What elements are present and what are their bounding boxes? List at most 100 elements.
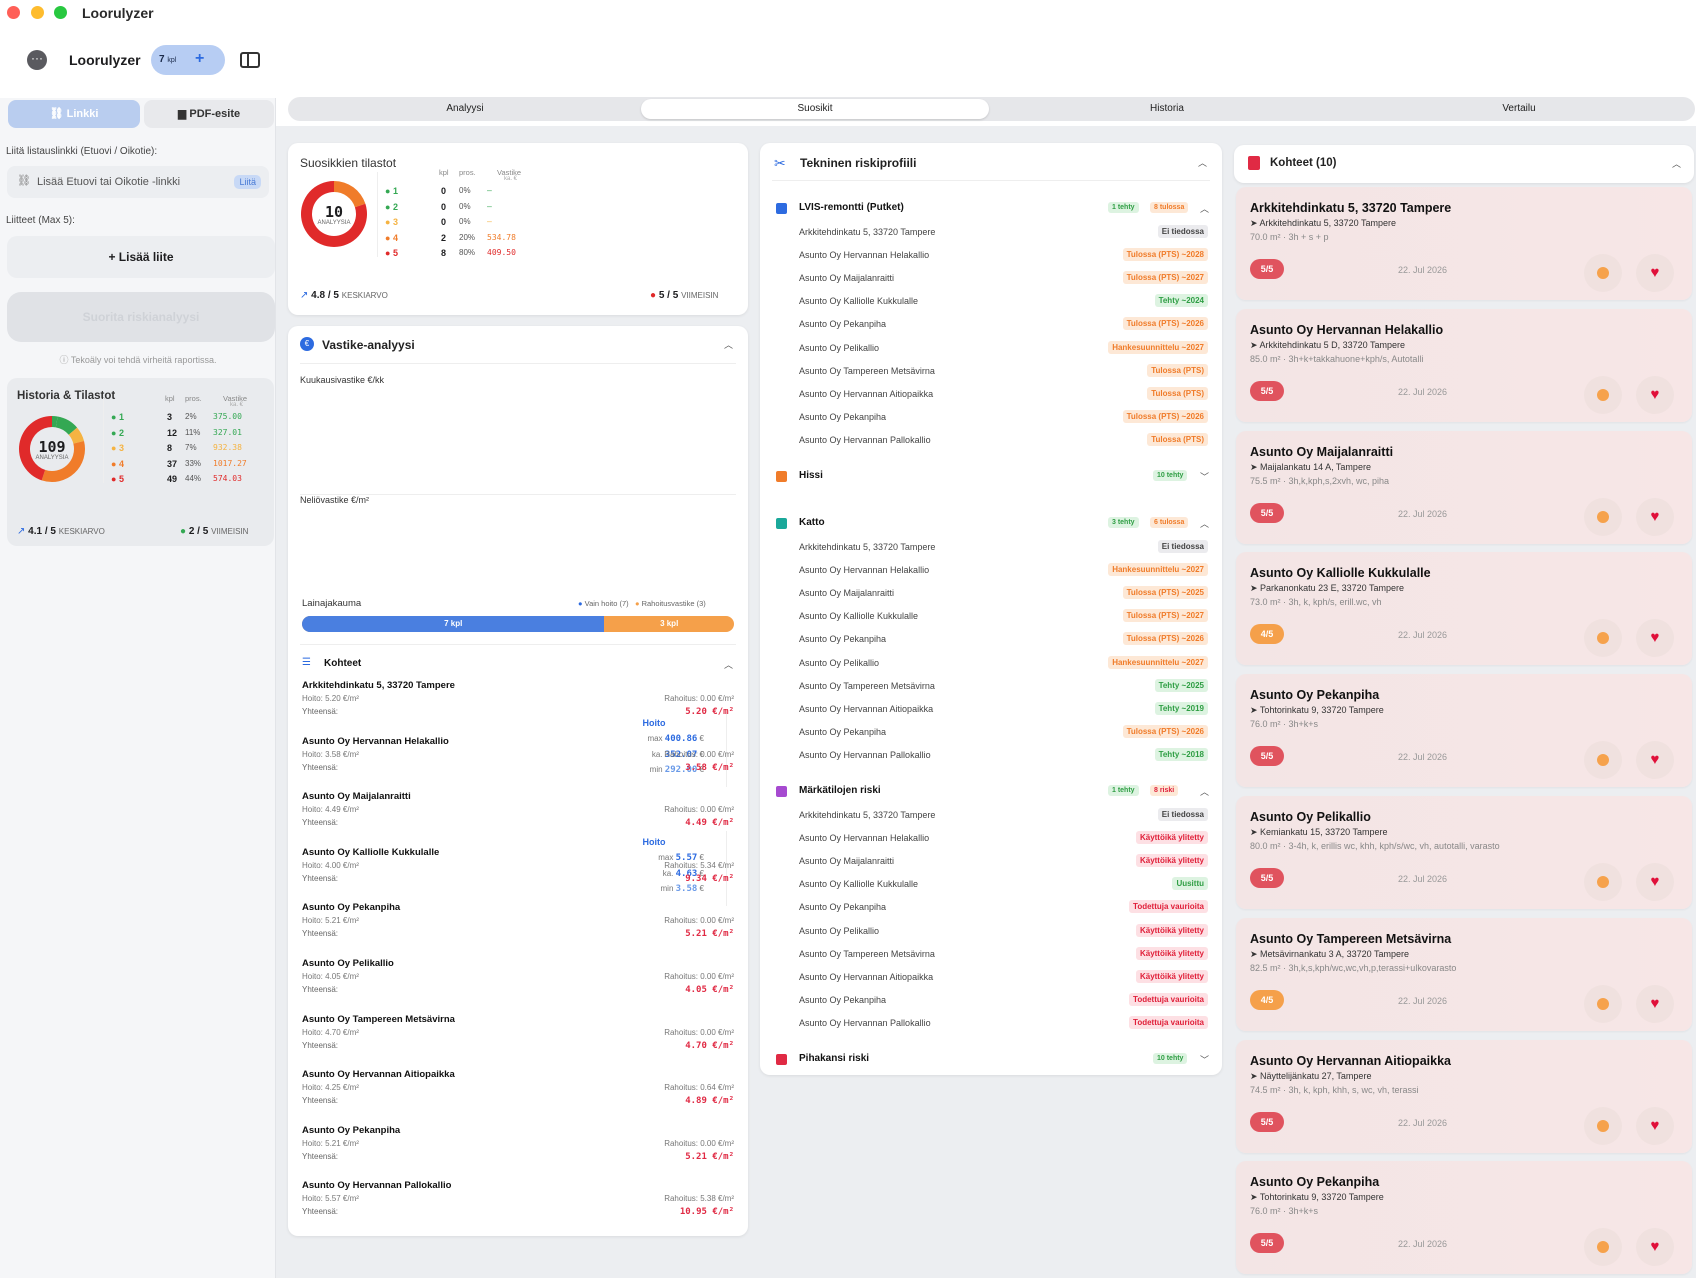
item-name: Asunto Oy Pekanpiha [302, 1124, 401, 1136]
compare-button[interactable] [1584, 1106, 1622, 1145]
column-header-hoito: Hoito [642, 837, 666, 847]
chevron-up-icon[interactable]: ︿ [1198, 158, 1208, 168]
favorite-heart-icon[interactable]: ♥ [1636, 1106, 1674, 1145]
risk-section-title[interactable]: LVIS-remontti (Putket) [799, 202, 904, 213]
grade-percent: 2% [185, 412, 197, 421]
favorite-heart-icon[interactable]: ♥ [1636, 497, 1674, 536]
grade-vastike: – [487, 201, 492, 211]
analysis-count-pill[interactable]: 7 kpl + [151, 45, 225, 75]
favorite-heart-icon[interactable]: ♥ [1636, 375, 1674, 414]
favorite-heart-icon[interactable]: ♥ [1636, 863, 1674, 901]
chevron-up-icon[interactable]: ︿ [1200, 519, 1210, 529]
chevron-down-icon[interactable]: ﹀ [1200, 1055, 1210, 1065]
property-card[interactable]: Asunto Oy Hervannan Helakallio ➤ Arkkiteh… [1236, 308, 1692, 422]
close-window-button[interactable] [7, 6, 20, 19]
legend-dot-icon: ● [634, 599, 642, 608]
property-card[interactable]: Asunto Oy Pekanpiha ➤ Tohtorinkatu 9, 337… [1236, 1161, 1692, 1275]
favorite-heart-icon[interactable]: ♥ [1636, 984, 1674, 1023]
list-item: Asunto Oy Hervannan Aitiopaikka Hoito: 4.… [302, 1069, 734, 1119]
link-tab[interactable]: ⛓ Linkki [8, 100, 140, 128]
zoom-window-button[interactable] [54, 6, 67, 19]
stats-last-label: VIIMEISIN [681, 291, 719, 300]
item-name: Asunto Oy Tampereen Metsävirna [302, 1013, 455, 1025]
item-total-label: Yhteensä: [302, 707, 339, 716]
property-card[interactable]: Arkkitehdinkatu 5, 33720 Tampere ➤ Arkkit… [1236, 187, 1692, 300]
stat-label: min [649, 765, 663, 774]
item-name: Asunto Oy Kalliolle Kukkulalle [302, 846, 440, 858]
compare-button[interactable] [1584, 1228, 1622, 1267]
risk-status-badge: Tulossa (PTS) ~2027 [1122, 271, 1208, 285]
more-icon[interactable]: ··· [27, 50, 47, 70]
stat-label: ka. [662, 868, 674, 878]
property-address: ➤ Tohtorinkatu 9, 33720 Tampere [1250, 1192, 1384, 1203]
location-arrow-icon: ➤ [1250, 218, 1260, 228]
favorite-heart-icon[interactable]: ♥ [1636, 619, 1674, 658]
chevron-up-icon[interactable]: ︿ [724, 340, 734, 350]
chevron-up-icon[interactable]: ︿ [1200, 204, 1210, 214]
risk-row-name: Asunto Oy Tampereen Metsävirna [799, 365, 935, 376]
item-total-label: Yhteensä: [302, 1040, 339, 1050]
item-rahoitus: Rahoitus: 0.00 €/m² [664, 1138, 734, 1148]
grade-label: 2 [119, 427, 125, 438]
favorite-heart-icon[interactable]: ♥ [1636, 741, 1674, 780]
stats-avg-value: 4.8 / 5 [311, 290, 339, 301]
risk-status-badge: Tulossa (PTS) ~2028 [1122, 248, 1208, 262]
favorite-heart-icon[interactable]: ♥ [1636, 254, 1674, 292]
history-avg: ↗ 4.1 / 5 KESKIARVO [17, 526, 105, 537]
property-address: ➤ Maijalankatu 14 A, Tampere [1250, 462, 1371, 473]
property-card[interactable]: Asunto Oy Pelikallio ➤ Kemiankatu 15, 337… [1236, 796, 1692, 909]
risk-section-title[interactable]: Pihakansi riski [799, 1053, 870, 1064]
run-analysis-button[interactable]: Suorita riskianalyysi [7, 292, 275, 342]
minimize-window-button[interactable] [31, 6, 44, 19]
score-badge: 5/5 [1250, 502, 1284, 523]
pdf-tab[interactable]: ▆ PDF-esite [144, 100, 274, 128]
grade-dot-icon: ● [111, 474, 117, 484]
tab-vertailu[interactable]: Vertailu [1502, 103, 1536, 114]
risk-status-badge: Tulossa (PTS) [1147, 432, 1208, 446]
risk-row-name: Asunto Oy Pekanpiha [799, 411, 887, 422]
divider [103, 398, 104, 483]
compare-button[interactable] [1584, 254, 1622, 292]
compare-button[interactable] [1584, 497, 1622, 536]
add-attachment-button[interactable]: + Lisää liite [7, 236, 275, 278]
grade-percent: 7% [185, 443, 197, 452]
risk-section-title[interactable]: Märkätilojen riski [799, 785, 881, 796]
favorite-heart-icon[interactable]: ♥ [1636, 1228, 1674, 1267]
chevron-up-icon[interactable]: ︿ [724, 660, 734, 670]
risk-section-title[interactable]: Hissi [799, 470, 823, 481]
sidebar-toggle-icon[interactable] [240, 52, 260, 68]
divider [300, 644, 736, 645]
donut-slice-1 [52, 416, 58, 428]
chevron-down-icon[interactable]: ﹀ [1200, 472, 1210, 482]
risk-row-name: Asunto Oy Maijalanraitti [799, 588, 895, 599]
property-card[interactable]: Asunto Oy Maijalanraitti ➤ Maijalankatu 1… [1236, 430, 1692, 544]
plus-icon[interactable]: + [195, 50, 205, 67]
tab-analyysi[interactable]: Analyysi [446, 103, 484, 114]
compare-button[interactable] [1584, 741, 1622, 780]
compare-button[interactable] [1584, 375, 1622, 414]
tab-historia[interactable]: Historia [1150, 103, 1184, 114]
status-dot-icon: ● [180, 526, 189, 537]
property-card[interactable]: Asunto Oy Pekanpiha ➤ Tohtorinkatu 9, 337… [1236, 674, 1692, 788]
grade-label: 5 [119, 474, 125, 484]
tab-suosikit[interactable]: Suosikit [641, 99, 989, 119]
column-header: pros. [459, 168, 476, 177]
compare-button[interactable] [1584, 619, 1622, 658]
legend-hoito: Vain hoito (7) [584, 599, 629, 608]
risk-section-title[interactable]: Katto [799, 517, 825, 528]
property-card[interactable]: Asunto Oy Hervannan Aitiopaikka ➤ Näyttel… [1236, 1039, 1692, 1153]
compare-button[interactable] [1584, 863, 1622, 901]
grade-percent: 44% [185, 474, 202, 483]
chevron-up-icon[interactable]: ︿ [1672, 159, 1682, 169]
property-card[interactable]: Asunto Oy Tampereen Metsävirna ➤ Metsävir… [1236, 917, 1692, 1031]
paste-button[interactable]: Liitä [234, 175, 261, 189]
listing-link-input[interactable]: ⛓ Lisää Etuovi tai Oikotie -linkki Liitä [7, 166, 269, 198]
property-card[interactable]: Asunto Oy Kalliolle Kukkulalle ➤ Parkanon… [1236, 552, 1692, 666]
stat-label: max [647, 734, 663, 743]
document-icon: ▆ [177, 108, 190, 120]
property-address: ➤ Kemiankatu 15, 33720 Tampere [1250, 827, 1387, 838]
stats-avg: ↗ 4.8 / 5 KESKIARVO [300, 290, 388, 301]
chevron-up-icon[interactable]: ︿ [1200, 787, 1210, 797]
compare-button[interactable] [1584, 984, 1622, 1023]
grade-vastike: 574.03 [213, 474, 242, 483]
